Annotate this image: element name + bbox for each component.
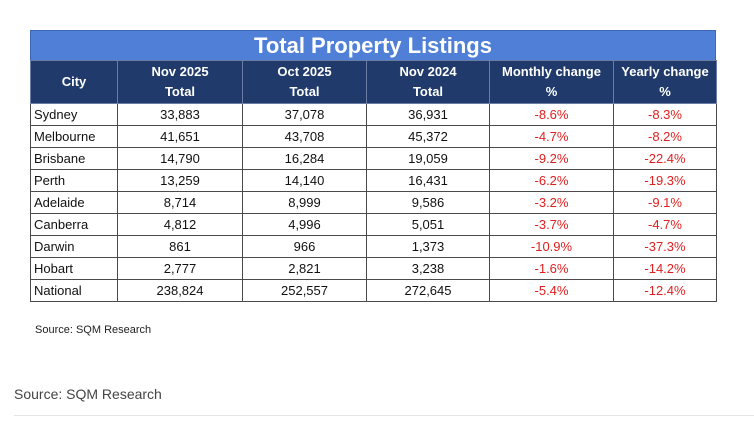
cell-monthly-change: -10.9%	[489, 235, 614, 258]
listings-table-wrap: Total Property Listings City Nov 2025 To…	[30, 30, 717, 302]
cell-nov-2024: 5,051	[366, 213, 490, 236]
cell-yearly-change: -4.7%	[613, 213, 717, 236]
header-monthly-change: Monthly change %	[489, 60, 614, 104]
cell-monthly-change: -1.6%	[489, 257, 614, 280]
cell-nov-2024: 1,373	[366, 235, 490, 258]
image-caption: Source: SQM Research	[14, 386, 162, 402]
cell-oct-2025: 966	[242, 235, 367, 258]
cell-oct-2025: 16,284	[242, 147, 367, 170]
cell-monthly-change: -8.6%	[489, 103, 614, 126]
cell-nov-2025: 14,790	[117, 147, 243, 170]
header-yearly-change-line2: %	[659, 84, 671, 99]
cell-monthly-change: -9.2%	[489, 147, 614, 170]
cell-yearly-change: -9.1%	[613, 191, 717, 214]
cell-monthly-change: -6.2%	[489, 169, 614, 192]
cell-yearly-change: -8.2%	[613, 125, 717, 148]
table-row: Darwin 861 966 1,373 -10.9% -37.3%	[30, 235, 717, 258]
cell-monthly-change: -5.4%	[489, 279, 614, 302]
header-oct-2025-line1: Oct 2025	[277, 64, 332, 79]
header-nov-2025-line1: Nov 2025	[151, 64, 209, 79]
cell-nov-2025: 41,651	[117, 125, 243, 148]
cell-nov-2024: 45,372	[366, 125, 490, 148]
cell-city: Adelaide	[30, 191, 118, 214]
table-row: Adelaide 8,714 8,999 9,586 -3.2% -9.1%	[30, 191, 717, 214]
listings-figure: Total Property Listings City Nov 2025 To…	[30, 30, 717, 336]
table-row: Hobart 2,777 2,821 3,238 -1.6% -14.2%	[30, 257, 717, 280]
header-monthly-change-line1: Monthly change	[502, 64, 601, 79]
cell-city: Canberra	[30, 213, 118, 236]
table-row: Canberra 4,812 4,996 5,051 -3.7% -4.7%	[30, 213, 717, 236]
cell-oct-2025: 4,996	[242, 213, 367, 236]
cell-yearly-change: -12.4%	[613, 279, 717, 302]
cell-oct-2025: 43,708	[242, 125, 367, 148]
cell-monthly-change: -3.2%	[489, 191, 614, 214]
table-row: Melbourne 41,651 43,708 45,372 -4.7% -8.…	[30, 125, 717, 148]
cell-city: National	[30, 279, 118, 302]
cell-monthly-change: -4.7%	[489, 125, 614, 148]
header-nov-2024-line1: Nov 2024	[399, 64, 457, 79]
header-yearly-change-line1: Yearly change	[621, 64, 709, 79]
header-row: City Nov 2025 Total Oct 2025 Total Nov 2…	[30, 60, 717, 104]
cell-nov-2024: 272,645	[366, 279, 490, 302]
cell-nov-2024: 36,931	[366, 103, 490, 126]
table-source-note: Source: SQM Research	[35, 324, 152, 336]
cell-monthly-change: -3.7%	[489, 213, 614, 236]
header-oct-2025-line2: Total	[289, 84, 320, 99]
cell-nov-2024: 9,586	[366, 191, 490, 214]
divider	[14, 415, 754, 416]
header-city-label: City	[61, 74, 87, 89]
cell-nov-2024: 16,431	[366, 169, 490, 192]
cell-city: Perth	[30, 169, 118, 192]
cell-oct-2025: 37,078	[242, 103, 367, 126]
cell-nov-2024: 19,059	[366, 147, 490, 170]
listings-table: City Nov 2025 Total Oct 2025 Total Nov 2…	[30, 60, 717, 302]
cell-nov-2025: 4,812	[117, 213, 243, 236]
cell-city: Brisbane	[30, 147, 118, 170]
header-nov-2024-line2: Total	[412, 84, 444, 99]
cell-nov-2025: 33,883	[117, 103, 243, 126]
table-row: Brisbane 14,790 16,284 19,059 -9.2% -22.…	[30, 147, 717, 170]
cell-nov-2025: 13,259	[117, 169, 243, 192]
table-title: Total Property Listings	[30, 30, 716, 60]
cell-yearly-change: -8.3%	[613, 103, 717, 126]
table-row: Perth 13,259 14,140 16,431 -6.2% -19.3%	[30, 169, 717, 192]
header-oct-2025: Oct 2025 Total	[242, 60, 367, 104]
cell-oct-2025: 252,557	[242, 279, 367, 302]
cell-oct-2025: 8,999	[242, 191, 367, 214]
cell-nov-2024: 3,238	[366, 257, 490, 280]
cell-yearly-change: -19.3%	[613, 169, 717, 192]
cell-nov-2025: 861	[117, 235, 243, 258]
cell-city: Sydney	[30, 103, 118, 126]
header-monthly-change-line2: %	[545, 84, 558, 99]
header-city: City	[30, 60, 118, 104]
cell-yearly-change: -22.4%	[613, 147, 717, 170]
header-nov-2025-line2: Total	[164, 84, 196, 99]
cell-nov-2025: 2,777	[117, 257, 243, 280]
header-nov-2025: Nov 2025 Total	[117, 60, 243, 104]
cell-yearly-change: -37.3%	[613, 235, 717, 258]
cell-yearly-change: -14.2%	[613, 257, 717, 280]
table-row: Sydney 33,883 37,078 36,931 -8.6% -8.3%	[30, 103, 717, 126]
cell-oct-2025: 2,821	[242, 257, 367, 280]
cell-city: Darwin	[30, 235, 118, 258]
cell-nov-2025: 238,824	[117, 279, 243, 302]
table-row: National 238,824 252,557 272,645 -5.4% -…	[30, 279, 717, 302]
header-nov-2024: Nov 2024 Total	[366, 60, 490, 104]
cell-nov-2025: 8,714	[117, 191, 243, 214]
cell-city: Melbourne	[30, 125, 118, 148]
header-yearly-change: Yearly change %	[613, 60, 717, 104]
cell-city: Hobart	[30, 257, 118, 280]
cell-oct-2025: 14,140	[242, 169, 367, 192]
